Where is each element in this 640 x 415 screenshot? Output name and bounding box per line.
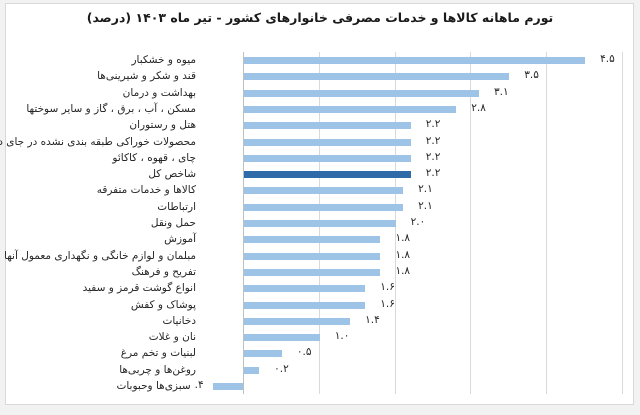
bar-row: لبنیات و تخم مرغ ۰.۵ [0,345,640,361]
value-label: ۲.۰ [410,216,426,228]
value-label: ۰.۵ [296,346,312,358]
value-label: ۱.۸ [395,232,411,244]
bar [244,73,510,80]
bar [244,334,320,341]
bar [244,155,411,162]
category-label: نان و غلات [148,331,196,343]
bar-row: دخانیات ۱.۴ [0,313,640,329]
bar-row: کالاها و خدمات متفرقه ۲.۱ [0,182,640,198]
value-label: ۲.۱ [418,200,433,212]
value-label: ۳.۱ [493,86,509,98]
value-label: .۴ [194,379,204,391]
category-label: شاخص کل [148,168,196,180]
bar [244,269,381,276]
category-label: ارتباطات [157,201,196,213]
bar [244,318,351,325]
bar-row: محصولات خوراکی طبقه بندی نشده در جای دیگ… [0,134,640,150]
value-label: ۲.۲ [425,167,441,179]
bar [244,367,260,374]
value-label: ۴.۵ [600,53,615,65]
value-label: ۳.۵ [524,69,539,81]
category-label: مبلمان و لوازم خانگی و نگهداری معمول آنه… [4,250,196,262]
category-label: میوه و خشکبار [131,54,196,66]
bar [244,90,479,97]
category-label: مسکن ، آب ، برق ، گاز و سایر سوختها [26,103,196,115]
bar [244,285,366,292]
bar-row: تفریح و فرهنگ ۱.۸ [0,264,640,280]
category-label: محصولات خوراکی طبقه بندی نشده در جای دیگ… [0,136,196,148]
value-label: ۱.۶ [380,298,395,310]
bar [244,253,381,260]
chart-title: تورم ماهانه کالاها و خدمات مصرفی خانواره… [86,10,554,25]
bar-row: بهداشت و درمان ۳.۱ [0,85,640,101]
value-label: ۱.۶ [380,281,395,293]
bar-row: نان و غلات ۱.۰ [0,329,640,345]
bar [244,106,457,113]
value-label: ۰.۲ [274,363,289,375]
bar [244,302,366,309]
value-label: ۲.۲ [425,118,441,130]
value-label: ۲.۲ [425,135,441,147]
category-label: پوشاک و کفش [130,299,196,311]
value-label: ۱.۸ [395,249,411,261]
bar [244,139,411,146]
bar-row: هتل و رستوران ۲.۲ [0,117,640,133]
category-label: تفریح و فرهنگ [131,266,196,278]
bar-row: قند و شکر و شیرینی‌ها ۳.۵ [0,68,640,84]
bar [244,236,381,243]
category-label: انواع گوشت قرمز و سفید [82,282,196,294]
bar [244,187,404,194]
bar [244,350,282,357]
category-label: روغن‌ها و چربی‌ها [119,364,196,376]
category-label: هتل و رستوران [129,119,196,131]
category-label: دخانیات [162,315,196,327]
zero-axis-line [243,52,244,394]
value-label: ۱.۸ [395,265,411,277]
category-label: بهداشت و درمان [122,87,196,99]
category-label: لبنیات و تخم مرغ [120,347,196,359]
bar-row: مبلمان و لوازم خانگی و نگهداری معمول آنه… [0,248,640,264]
gridline [622,52,623,394]
category-label: قند و شکر و شیرینی‌ها [97,70,196,82]
bar-row: مسکن ، آب ، برق ، گاز و سایر سوختها ۲.۸ [0,101,640,117]
category-label: آموزش [164,233,196,245]
bar-row: ارتباطات ۲.۱ [0,199,640,215]
value-label: ۲.۸ [471,102,486,114]
bar-row: انواع گوشت قرمز و سفید ۱.۶ [0,280,640,296]
value-label: ۱.۴ [365,314,380,326]
bar [244,204,404,211]
category-label: چای ، قهوه ، کاکائو [112,152,196,164]
category-label: کالاها و خدمات متفرقه [96,184,196,196]
value-label: ۲.۲ [425,151,441,163]
bar-row: سبزی‌ها وحبوبات .۴ [0,378,640,394]
bar-row: پوشاک و کفش ۱.۶ [0,297,640,313]
bar-row: چای ، قهوه ، کاکائو ۲.۲ [0,150,640,166]
gridline [546,52,547,394]
value-label: ۱.۰ [334,330,350,342]
bar [244,57,586,64]
bar-row: میوه و خشکبار ۴.۵ [0,52,640,68]
bar-row: روغن‌ها و چربی‌ها ۰.۲ [0,362,640,378]
category-label: حمل ونقل [150,217,196,229]
bar-row: آموزش ۱.۸ [0,231,640,247]
gridline [470,52,471,394]
bar [244,220,396,227]
bar [212,383,243,390]
bar-row: حمل ونقل ۲.۰ [0,215,640,231]
category-label: سبزی‌ها وحبوبات [116,380,191,392]
bar [244,122,411,129]
bar-highlight [244,171,411,178]
value-label: ۲.۱ [418,183,433,195]
bar-row: شاخص کل ۲.۲ [0,166,640,182]
